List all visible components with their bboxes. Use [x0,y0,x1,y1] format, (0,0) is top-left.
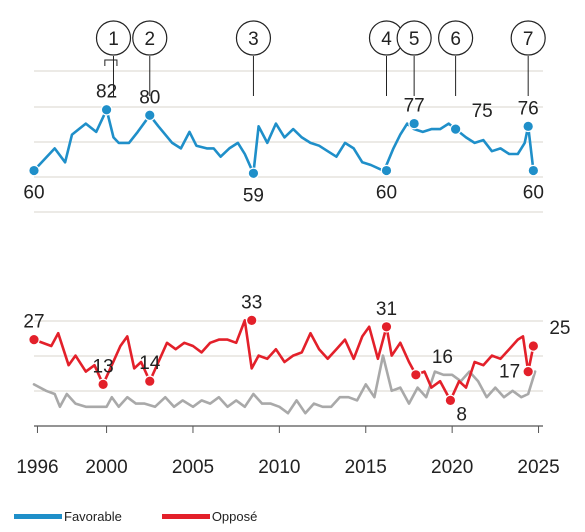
data-point-favorable-1 [100,103,113,116]
data-label-favorable-2: 80 [139,87,160,108]
x-tick-label-1996: 1996 [16,457,58,478]
data-label-opposed-6: 8 [456,404,467,425]
data-point-opposed-5 [410,368,422,381]
data-label-opposed-7: 17 [499,362,520,383]
annotation-circle-3 [235,20,272,56]
legend-item-opposed: Opposé [161,508,258,524]
data-label-opposed-2: 14 [139,353,161,374]
legend-swatch-opposed [161,513,210,519]
data-label-favorable-7: 76 [518,98,539,119]
data-label-opposed-5: 16 [432,347,453,368]
data-point-favorable-0 [28,164,40,177]
series-line-favorable [32,108,535,175]
data-point-opposed-1 [97,378,109,391]
data-label-favorable-6: 75 [472,101,493,122]
annotation-circle-7 [510,20,546,56]
annotation-label-6: 6 [450,29,461,50]
legend-swatch-favorable [14,513,62,519]
x-tick-label-2000: 2000 [85,457,127,478]
x-tick-label-2015: 2015 [345,457,387,478]
x-tick-label-2010: 2010 [258,457,300,478]
data-point-favorable-6 [449,123,462,135]
x-tick-label-2020: 2020 [431,457,473,478]
data-point-opposed-0 [28,333,40,346]
data-point-favorable-7 [522,120,534,133]
annotation-label-5: 5 [409,29,420,50]
annotation-circle-2 [132,20,168,56]
data-label-favorable-1: 82 [96,82,117,103]
data-point-favorable-5 [408,117,420,130]
data-point-opposed-6 [444,394,457,407]
data-point-opposed-2 [143,375,156,387]
annotation-circle-6 [438,20,474,56]
annotation-circle-1 [95,20,132,56]
annotation-bracket-1 [104,59,118,66]
data-label-favorable-4: 60 [376,183,397,204]
data-label-opposed-8: 25 [549,318,570,339]
data-point-favorable-8 [527,164,540,177]
data-label-favorable-3: 59 [243,185,264,206]
data-label-opposed-4: 31 [376,299,397,320]
annotation-label-2: 2 [144,29,155,50]
annotation-label-4: 4 [381,29,392,50]
data-point-favorable-2 [143,109,156,122]
data-point-favorable-4 [380,164,393,177]
legend-label-opposed: Opposé [211,508,258,524]
legend-item-favorable: Favorable [14,509,122,524]
annotation-label-7: 7 [523,29,534,50]
data-label-favorable-0: 60 [23,183,44,204]
series-line-grey [32,354,537,415]
data-label-favorable-8: 60 [523,183,544,204]
data-point-favorable-3 [247,167,260,180]
x-tick-label-2005: 2005 [172,457,214,478]
data-point-opposed-8 [527,340,540,352]
x-tick-label-2025: 2025 [517,457,559,478]
legend-label-favorable: Favorable [64,508,122,524]
annotation-circle-5 [396,20,432,56]
annotation-label-1: 1 [108,29,119,50]
data-label-opposed-1: 13 [93,356,114,377]
data-label-opposed-3: 33 [241,292,262,313]
data-point-opposed-4 [380,320,393,333]
annotation-label-3: 3 [248,29,259,50]
series-line-oppos [32,319,535,402]
legend: Favorable Opposé [14,506,297,526]
data-label-opposed-0: 27 [23,312,44,333]
data-point-opposed-7 [522,365,534,378]
data-label-favorable-5: 77 [404,96,425,117]
data-point-opposed-3 [245,314,258,327]
